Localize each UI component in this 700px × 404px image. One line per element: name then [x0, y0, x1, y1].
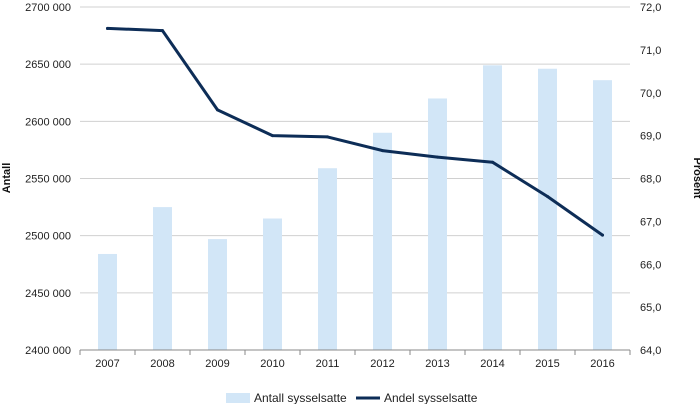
bar: [373, 132, 392, 350]
y-left-tick-label: 2650 000: [25, 59, 71, 71]
x-tick-label: 2009: [205, 358, 229, 370]
y-right-tick-label: 72,0: [640, 2, 661, 14]
x-tick-label: 2008: [150, 358, 174, 370]
y-right-tick-label: 65,0: [640, 302, 661, 314]
line-point: [106, 26, 109, 30]
legend-label-line: Andel sysselsatte: [384, 391, 478, 404]
x-tick-label: 2011: [316, 358, 340, 370]
y-right-tick-label: 68,0: [640, 174, 661, 186]
bar: [263, 218, 282, 350]
x-tick-label: 2007: [95, 358, 119, 370]
line-point: [546, 195, 549, 199]
y-left-tick-label: 2600 000: [25, 116, 71, 128]
line-point: [216, 108, 219, 112]
y-left-tick-label: 2550 000: [25, 174, 71, 186]
bar: [318, 168, 337, 350]
y-right-axis-title: Prosent: [691, 158, 700, 199]
line-point: [491, 160, 494, 164]
y-left-axis-title: Antall: [1, 163, 13, 194]
y-right-tick-label: 64,0: [640, 345, 661, 357]
bar: [593, 80, 612, 350]
bar: [153, 207, 172, 350]
y-right-tick-label: 70,0: [640, 88, 661, 100]
bar: [428, 98, 447, 350]
axes: 2400 000 2450 000 2500 000 2550 000 2600 000…: [25, 2, 661, 370]
y-left-tick-label: 2700 000: [25, 2, 71, 14]
line-point: [161, 29, 164, 33]
y-right-tick-label: 67,0: [640, 216, 661, 228]
bar: [538, 68, 557, 351]
y-left-tick-label: 2400 000: [25, 345, 71, 357]
line-point: [436, 155, 439, 159]
y-right-tick-label: 66,0: [640, 259, 661, 271]
legend-label-bar: Antall sysselsatte: [254, 391, 347, 404]
line-point: [326, 135, 329, 139]
y-right-tick-label: 69,0: [640, 131, 661, 143]
line-point: [381, 149, 384, 153]
x-tick-label: 2015: [535, 358, 559, 370]
line-point: [601, 233, 604, 237]
x-tick-label: 2012: [370, 358, 394, 370]
y-left-tick-label: 2500 000: [25, 231, 71, 243]
y-left-tick-label: 2450 000: [25, 288, 71, 300]
bar: [483, 65, 502, 350]
x-tick-label: 2013: [425, 358, 449, 370]
line-path: [106, 26, 604, 237]
bar: [98, 253, 117, 350]
line-series: [106, 26, 604, 237]
y-right-tick-label: 71,0: [640, 45, 661, 57]
bar-series: [98, 65, 612, 351]
bar: [208, 239, 227, 350]
x-tick-label: 2016: [590, 358, 614, 370]
x-tick-label: 2014: [480, 358, 504, 370]
legend-swatch-bar: [226, 393, 250, 403]
legend: Antall sysselsatte Andel sysselsatte: [226, 391, 478, 404]
x-tick-label: 2010: [260, 358, 284, 370]
line-point: [271, 134, 274, 138]
